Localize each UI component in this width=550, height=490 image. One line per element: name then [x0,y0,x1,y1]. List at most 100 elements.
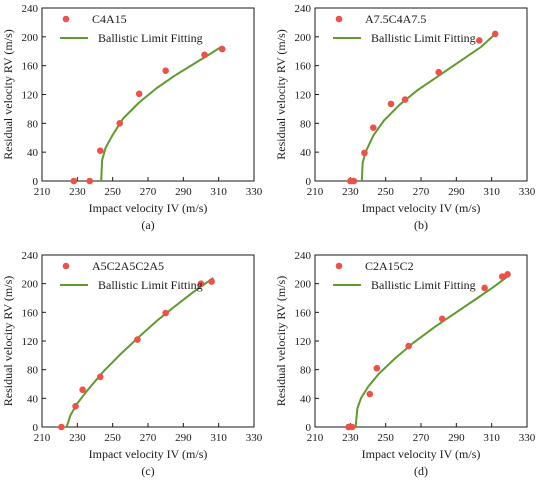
data-point [370,124,377,131]
data-point [162,67,169,75]
x-tick-label: 290 [448,432,465,444]
y-tick-label: 160 [22,61,39,73]
fit-curve [100,45,223,181]
y-tick-label: 40 [27,393,39,405]
x-tick-label: 210 [34,432,51,444]
x-tick-label: 310 [483,432,500,444]
data-point [387,100,395,108]
data-point [97,147,104,155]
x-tick-label: 210 [307,186,324,198]
data-point [491,30,499,38]
data-point [201,51,208,59]
data-point [498,273,506,280]
data-point [79,386,86,394]
data-point [135,90,143,98]
y-axis-title: Residual velocity RV (m/s) [274,29,288,159]
data-point [373,364,381,372]
x-tick-label: 230 [342,432,359,444]
y-tick-label: 120 [22,90,39,102]
x-tick-label: 230 [342,186,359,198]
x-tick-label: 230 [69,186,86,198]
data-point [361,149,368,157]
y-axis-title: Residual velocity RV (m/s) [274,276,288,406]
data-point [134,336,141,343]
fit-curve [354,274,510,427]
data-point [435,68,442,76]
fit-curve [360,33,496,181]
x-axis-title: Impact velocity IV (m/s) [362,447,481,461]
x-tick-label: 270 [140,432,157,444]
panel-label: (d) [414,464,428,478]
x-tick-label: 330 [246,432,263,444]
legend-marker-points [335,15,343,23]
y-tick-label: 120 [295,90,312,102]
data-point [481,284,488,292]
y-axis-title: Residual velocity RV (m/s) [1,29,15,159]
y-tick-label: 80 [300,118,312,130]
x-tick-label: 310 [210,186,227,198]
data-point [208,278,215,285]
x-tick-label: 250 [377,186,394,198]
panel-label: (a) [141,218,154,232]
y-tick-label: 160 [22,307,39,319]
legend-label-fit: Ballistic Limit Fitting [371,278,476,292]
legend-label-points: A5C2A5C2A5 [92,259,164,273]
data-point [348,423,356,431]
x-tick-label: 310 [483,186,500,198]
legend-marker-points [62,262,70,270]
chart-panel-b: 210 230 250 270 290 310 330 0 40 80 120 160 200 240 Im… [274,3,536,232]
y-tick-label: 160 [295,307,312,319]
data-point [218,45,226,53]
y-tick-label: 40 [300,393,312,405]
x-tick-label: 270 [413,186,430,198]
y-tick-label: 120 [295,336,312,348]
y-tick-label: 200 [295,32,312,44]
chart-panel-c: 210 230 250 270 290 310 330 0 40 80 120 160 200 240 Im… [1,250,263,478]
data-point [366,390,374,398]
data-point [58,423,65,431]
legend-label-points: C4A15 [92,12,127,26]
x-tick-label: 310 [210,432,227,444]
data-point [162,309,169,317]
data-point [116,120,124,127]
x-tick-label: 330 [246,186,263,198]
y-tick-label: 240 [22,3,39,15]
y-tick-label: 160 [295,61,312,73]
y-tick-label: 0 [306,422,312,434]
y-tick-label: 80 [27,365,39,377]
y-tick-label: 200 [22,279,39,291]
legend-marker-points [62,15,70,23]
y-tick-label: 40 [300,147,312,159]
x-tick-label: 230 [69,432,86,444]
data-point [438,315,446,323]
panel-label: (b) [414,218,428,232]
data-point [72,402,79,410]
data-point [401,96,409,103]
y-axis-title: Residual velocity RV (m/s) [1,276,15,406]
data-point [86,177,93,185]
y-tick-label: 0 [33,422,39,434]
y-tick-label: 240 [22,250,39,262]
data-point [97,373,104,381]
data-point [405,342,412,350]
panel-label: (c) [141,464,154,478]
x-tick-label: 330 [519,186,536,198]
x-tick-label: 330 [519,432,536,444]
x-tick-label: 210 [34,186,51,198]
x-tick-label: 210 [307,432,324,444]
y-tick-label: 240 [295,250,312,262]
data-point [504,271,511,278]
y-tick-label: 200 [22,32,39,44]
x-tick-label: 290 [448,186,465,198]
y-tick-label: 200 [295,279,312,291]
legend-label-fit: Ballistic Limit Fitting [98,278,203,292]
legend-label-points: A7.5C4A7.5 [365,12,426,26]
y-tick-label: 80 [300,365,312,377]
x-tick-label: 290 [175,186,192,198]
fit-curve [65,277,214,427]
y-tick-label: 80 [27,118,39,130]
data-point [197,280,205,287]
x-axis-title: Impact velocity IV (m/s) [89,201,208,215]
